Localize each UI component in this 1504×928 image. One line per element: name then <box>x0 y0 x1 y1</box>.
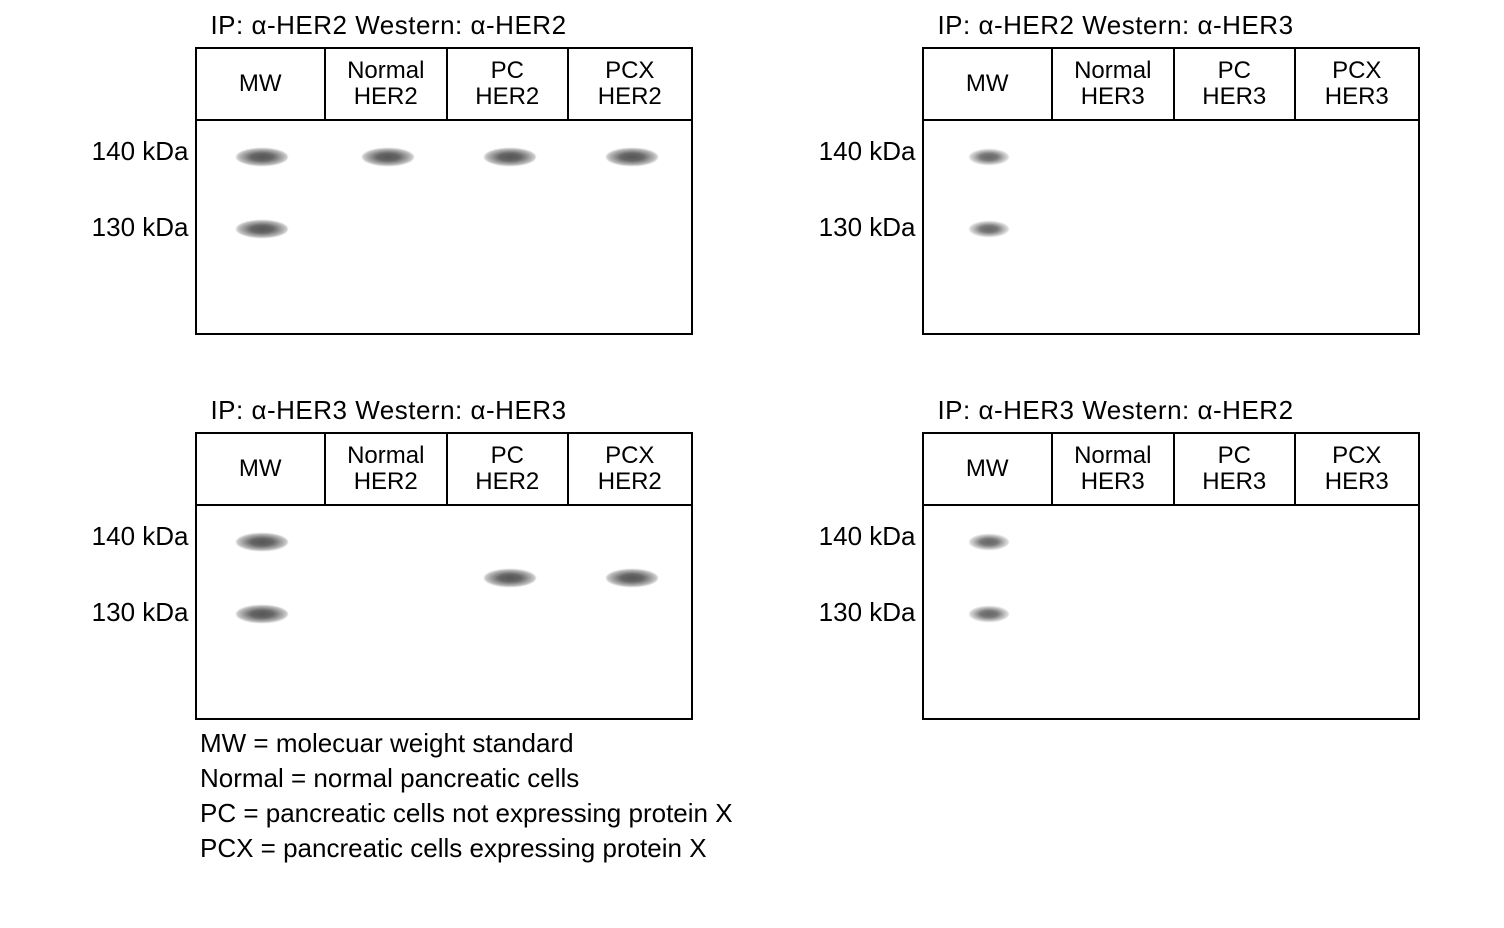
blot-box: MW NormalHER3 PCHER3 PCXHER3 <box>922 47 1420 335</box>
band-area <box>197 121 691 333</box>
panel-body: 140 kDa 130 kDa MW NormalHER2 PCHER2 PCX… <box>85 47 693 335</box>
lane-head-mw: MW <box>924 49 1053 119</box>
mw-label-130: 130 kDa <box>85 592 189 632</box>
mw-axis-labels: 140 kDa 130 kDa <box>812 47 922 247</box>
western-band <box>969 149 1009 165</box>
lane-head-mw: MW <box>197 49 326 119</box>
mw-label-130: 130 kDa <box>812 592 916 632</box>
panel-tl: IP: α-HER2 Western: α-HER2 140 kDa 130 k… <box>80 10 697 335</box>
lane-head-c2: PCHER2 <box>448 434 570 504</box>
panel-title: IP: α-HER2 Western: α-HER3 <box>937 10 1293 41</box>
western-band <box>236 148 288 166</box>
lane-head-c1: NormalHER3 <box>1053 434 1175 504</box>
panel-br: IP: α-HER3 Western: α-HER2 140 kDa 130 k… <box>807 395 1424 720</box>
lane-head-c1: NormalHER2 <box>326 434 448 504</box>
panel-body: 140 kDa 130 kDa MW NormalHER2 PCHER2 PCX… <box>85 432 693 720</box>
lane-header-row: MW NormalHER3 PCHER3 PCXHER3 <box>924 434 1418 506</box>
lane-head-c2: PCHER2 <box>448 49 570 119</box>
blot-box: MW NormalHER3 PCHER3 PCXHER3 <box>922 432 1420 720</box>
lane-head-c3: PCXHER2 <box>569 49 691 119</box>
lane-header-row: MW NormalHER3 PCHER3 PCXHER3 <box>924 49 1418 121</box>
lane-head-c3: PCXHER2 <box>569 434 691 504</box>
western-band <box>236 533 288 551</box>
lane-head-c1: NormalHER3 <box>1053 49 1175 119</box>
mw-label-130: 130 kDa <box>812 207 916 247</box>
western-band <box>969 606 1009 622</box>
blot-box: MW NormalHER2 PCHER2 PCXHER2 <box>195 47 693 335</box>
western-band <box>969 534 1009 550</box>
lane-head-c2: PCHER3 <box>1175 434 1297 504</box>
western-band <box>484 148 536 166</box>
lane-head-c3: PCXHER3 <box>1296 49 1418 119</box>
mw-axis-labels: 140 kDa 130 kDa <box>85 432 195 632</box>
lane-head-mw: MW <box>197 434 326 504</box>
band-area <box>924 506 1418 718</box>
mw-label-140: 140 kDa <box>85 516 189 556</box>
western-band <box>236 605 288 623</box>
western-band <box>969 221 1009 237</box>
lane-head-c2: PCHER3 <box>1175 49 1297 119</box>
panel-title: IP: α-HER2 Western: α-HER2 <box>210 10 566 41</box>
mw-axis-labels: 140 kDa 130 kDa <box>812 432 922 632</box>
mw-label-130: 130 kDa <box>85 207 189 247</box>
lane-header-row: MW NormalHER2 PCHER2 PCXHER2 <box>197 434 691 506</box>
panel-bl: IP: α-HER3 Western: α-HER3 140 kDa 130 k… <box>80 395 697 720</box>
lane-header-row: MW NormalHER2 PCHER2 PCXHER2 <box>197 49 691 121</box>
mw-label-140: 140 kDa <box>812 131 916 171</box>
band-area <box>924 121 1418 333</box>
panel-title: IP: α-HER3 Western: α-HER2 <box>937 395 1293 426</box>
panel-body: 140 kDa 130 kDa MW NormalHER3 PCHER3 PCX… <box>812 432 1420 720</box>
band-area <box>197 506 691 718</box>
mw-label-140: 140 kDa <box>812 516 916 556</box>
western-band <box>606 148 658 166</box>
western-band <box>606 569 658 587</box>
legend-line: Normal = normal pancreatic cells <box>200 761 1504 796</box>
panel-grid: IP: α-HER2 Western: α-HER2 140 kDa 130 k… <box>0 0 1504 720</box>
blot-box: MW NormalHER2 PCHER2 PCXHER2 <box>195 432 693 720</box>
western-band <box>236 220 288 238</box>
lane-head-mw: MW <box>924 434 1053 504</box>
western-band <box>484 569 536 587</box>
lane-head-c1: NormalHER2 <box>326 49 448 119</box>
legend: MW = molecuar weight standard Normal = n… <box>0 720 1504 866</box>
mw-label-140: 140 kDa <box>85 131 189 171</box>
legend-line: PC = pancreatic cells not expressing pro… <box>200 796 1504 831</box>
mw-axis-labels: 140 kDa 130 kDa <box>85 47 195 247</box>
panel-title: IP: α-HER3 Western: α-HER3 <box>210 395 566 426</box>
legend-line: PCX = pancreatic cells expressing protei… <box>200 831 1504 866</box>
legend-line: MW = molecuar weight standard <box>200 726 1504 761</box>
lane-head-c3: PCXHER3 <box>1296 434 1418 504</box>
western-band <box>362 148 414 166</box>
panel-body: 140 kDa 130 kDa MW NormalHER3 PCHER3 PCX… <box>812 47 1420 335</box>
panel-tr: IP: α-HER2 Western: α-HER3 140 kDa 130 k… <box>807 10 1424 335</box>
